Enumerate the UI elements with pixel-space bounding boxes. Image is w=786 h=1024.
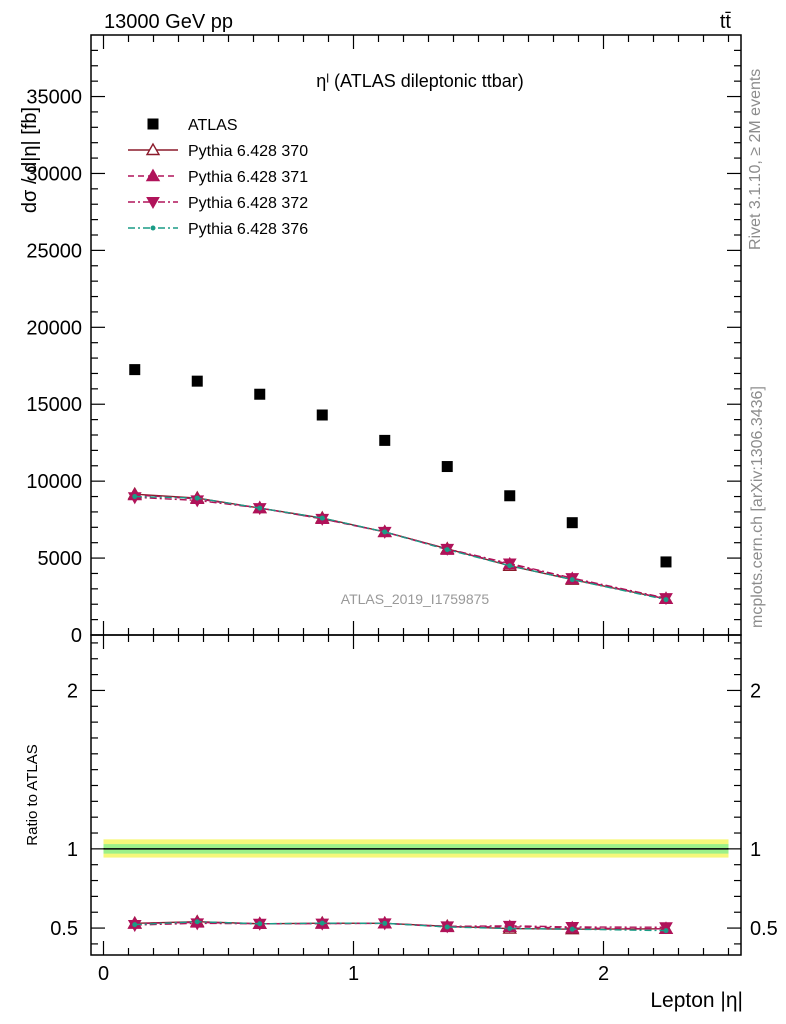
legend-marker [145, 168, 161, 182]
data-point [441, 461, 453, 473]
x-tick-label: 0 [98, 963, 109, 985]
data-point [444, 547, 450, 553]
main-y-tick-label: 20000 [26, 317, 82, 339]
ratio-y-tick-label-right: 0.5 [750, 918, 778, 940]
header-process: tt̄ [720, 11, 732, 33]
legend-marker [145, 142, 161, 156]
ratio-point [507, 926, 513, 932]
ratio-marks [103, 839, 729, 935]
data-point [191, 375, 203, 387]
data-point [504, 490, 516, 502]
legend-marker [150, 225, 156, 231]
data-point [507, 563, 513, 569]
legend-label: Pythia 6.428 372 [188, 195, 308, 212]
data-point [319, 515, 325, 521]
main-y-tick-label: 5000 [38, 548, 83, 570]
data-point [660, 556, 672, 568]
legend-label: Pythia 6.428 376 [188, 221, 308, 238]
main-y-tick-label: 25000 [26, 240, 82, 262]
main-panel: 0 5000 10000 15000 20000 25000 30000 35000 ηˡ (… [19, 34, 742, 647]
series-line [134, 495, 667, 601]
ratio-point [569, 926, 575, 932]
main-y-tick-label: 10000 [26, 471, 82, 493]
x-tick-label: 2 [598, 963, 609, 985]
main-y-tick-label: 35000 [26, 87, 82, 109]
series-2 [127, 487, 674, 605]
main-y-tick-label: 0 [71, 625, 82, 647]
series-3 [127, 492, 673, 606]
data-point [257, 505, 263, 511]
data-point [316, 409, 328, 421]
legend: ATLAS Pythia 6.428 370 Pythia 6.428 371 Pyt… [128, 117, 308, 238]
rivet-label: Rivet 3.1.10, ≥ 2M events [747, 69, 764, 250]
ratio-point [257, 921, 263, 927]
data-point [254, 388, 266, 400]
ratio-point [194, 919, 200, 925]
legend-label: Pythia 6.428 370 [188, 143, 308, 160]
legend-label: ATLAS [188, 117, 238, 134]
ratio-frame [90, 634, 742, 956]
main-ylabel: dσ / d|η| [fb] [19, 107, 41, 213]
ratio-point [132, 922, 138, 928]
x-axis-label: Lepton |η| [650, 989, 743, 1012]
ratio-point [319, 920, 325, 926]
data-point [569, 577, 575, 583]
legend-label: Pythia 6.428 371 [188, 169, 308, 186]
ratio-point [382, 920, 388, 926]
series-1 [127, 486, 674, 605]
ratio-y-tick-label: 2 [67, 680, 78, 702]
legend-marker [146, 197, 160, 210]
ratio-y-tick-label: 1 [67, 839, 78, 861]
main-y-tick-label: 30000 [26, 163, 82, 185]
ratio-point [444, 924, 450, 930]
x-tick-label: 1 [348, 963, 359, 985]
series-0 [129, 364, 672, 568]
series-line [134, 496, 667, 599]
data-point [566, 517, 578, 529]
ratio-y-tick-label-right: 2 [750, 680, 761, 702]
data-point [382, 529, 388, 535]
analysis-label: ATLAS_2019_I1759875 [341, 591, 490, 607]
series-4 [132, 494, 669, 603]
ratio-panel: 0.5 0.5 1 1 2 2 0 1 2 Ratio to ATLAS Lepton |η| [24, 634, 778, 1012]
legend-marker [147, 118, 159, 130]
ratio-series-3 [132, 919, 669, 934]
ratio-axes: 0.5 0.5 1 1 2 2 0 1 2 [50, 635, 778, 985]
main-axes: 0 5000 10000 15000 20000 25000 30000 35000 [26, 35, 741, 647]
ratio-point [663, 928, 669, 934]
data-point [663, 597, 669, 603]
ratio-y-tick-label: 0.5 [50, 918, 78, 940]
main-title: ηˡ (ATLAS dileptonic ttbar) [316, 71, 524, 91]
header-energy: 13000 GeV pp [104, 11, 233, 33]
data-point [379, 434, 391, 446]
ratio-point [659, 922, 673, 935]
data-point [129, 364, 141, 376]
mcplots-label: mcplots.cern.ch [arXiv:1306.3436] [749, 386, 766, 628]
data-point [132, 494, 138, 500]
ratio-series-2 [127, 918, 673, 935]
ratio-y-tick-label-right: 1 [750, 839, 761, 861]
ratio-ylabel: Ratio to ATLAS [24, 744, 41, 845]
main-y-tick-label: 15000 [26, 394, 82, 416]
main-marks [127, 364, 674, 606]
data-point [194, 495, 200, 501]
